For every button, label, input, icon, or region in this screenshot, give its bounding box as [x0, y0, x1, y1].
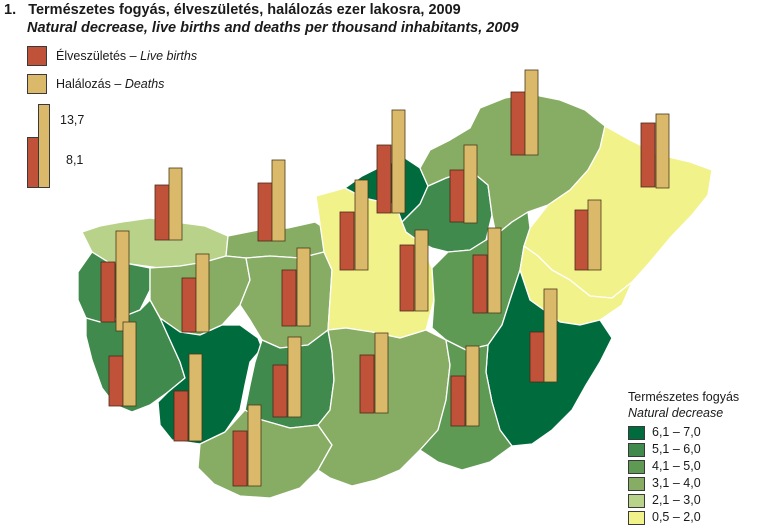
deaths-bar — [487, 227, 502, 314]
live-births-bar — [339, 211, 355, 271]
bar-chart-layer — [100, 69, 670, 487]
class-swatch — [628, 426, 645, 440]
scale-deaths-bar — [38, 104, 50, 188]
map-title-hungarian: 1. Természetes fogyás, élveszületés, hal… — [4, 2, 461, 18]
deaths-label-en: Deaths — [124, 77, 165, 91]
class-swatch — [628, 477, 645, 491]
live-births-bar — [272, 364, 288, 418]
deaths-bar — [296, 247, 311, 327]
deaths-bar — [122, 321, 137, 407]
deaths-legend-label: Halálozás – Deaths — [56, 77, 164, 91]
scale-high-value: 13,7 — [60, 113, 85, 127]
figure-number: 1. — [4, 2, 17, 18]
live-births-bar — [181, 277, 197, 333]
deaths-bar — [168, 167, 183, 241]
class-label: 0,5 – 2,0 — [652, 510, 701, 524]
live-births-bar — [574, 209, 590, 271]
class-label: 3,1 – 4,0 — [652, 476, 701, 490]
deaths-swatch — [27, 74, 47, 94]
title-hungarian-text: Természetes fogyás, élveszületés, halálo… — [28, 2, 461, 18]
legend-separator: – — [114, 77, 122, 91]
deaths-bar — [463, 144, 478, 224]
class-swatch — [628, 511, 645, 525]
deaths-bar — [655, 113, 670, 189]
deaths-bar — [115, 230, 130, 332]
live-births-bar — [359, 354, 375, 414]
live-births-bar — [529, 331, 545, 383]
live-births-bar — [510, 91, 526, 156]
live-births-bar — [399, 244, 415, 312]
live-births-label-en: Live births — [140, 49, 198, 63]
deaths-bar — [354, 179, 369, 271]
deaths-bar — [374, 332, 389, 414]
deaths-label-hu: Halálozás — [56, 77, 111, 91]
deaths-bar — [271, 159, 286, 242]
deaths-bar — [188, 353, 203, 442]
deaths-bar — [287, 336, 302, 418]
live-births-bar — [257, 182, 273, 242]
map-title-english: Natural decrease, live births and deaths… — [27, 20, 519, 36]
deaths-bar — [587, 199, 602, 271]
legend-separator: – — [129, 49, 137, 63]
live-births-swatch — [27, 46, 47, 66]
scale-low-value: 8,1 — [66, 153, 84, 167]
live-births-bar — [232, 430, 248, 487]
live-births-bar — [108, 355, 124, 407]
live-births-bar — [281, 269, 297, 327]
live-births-legend-label: Élveszületés – Live births — [56, 49, 197, 63]
class-label: 2,1 – 3,0 — [652, 493, 701, 507]
live-births-bar — [173, 390, 189, 442]
choropleth-legend-title-en: Natural decrease — [628, 406, 724, 420]
scale-births-bar — [27, 137, 39, 188]
deaths-bar — [465, 345, 480, 427]
deaths-bar — [391, 109, 406, 214]
class-swatch — [628, 494, 645, 508]
deaths-bar — [247, 404, 262, 487]
deaths-bar — [543, 288, 558, 383]
live-births-bar — [472, 254, 488, 314]
class-label: 4,1 – 5,0 — [652, 459, 701, 473]
live-births-bar — [154, 184, 170, 241]
live-births-bar — [100, 261, 116, 323]
live-births-bar — [449, 169, 465, 223]
deaths-bar — [524, 69, 539, 156]
live-births-label-hu: Élveszületés — [56, 49, 127, 63]
class-label: 6,1 – 7,0 — [652, 425, 701, 439]
live-births-bar — [376, 144, 392, 214]
class-swatch — [628, 443, 645, 457]
deaths-bar — [195, 253, 210, 333]
choropleth-legend-title-hu: Természetes fogyás — [628, 390, 740, 404]
live-births-bar — [450, 375, 466, 427]
class-label: 5,1 – 6,0 — [652, 442, 701, 456]
class-swatch — [628, 460, 645, 474]
live-births-bar — [640, 122, 656, 188]
deaths-bar — [414, 229, 429, 312]
